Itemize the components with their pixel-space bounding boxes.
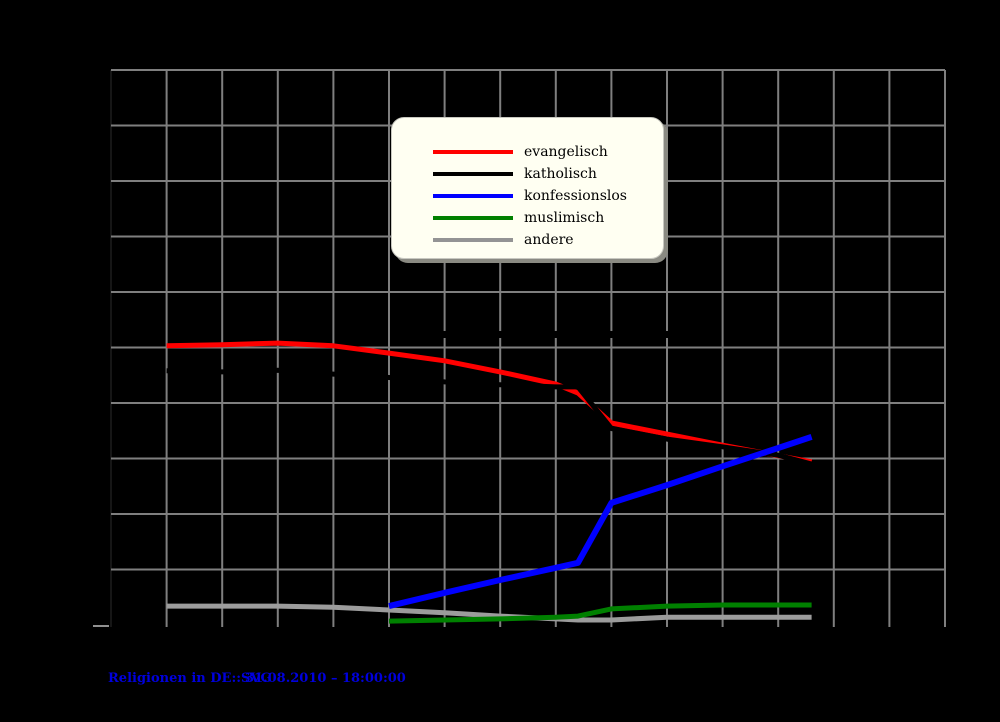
- legend-line-sample: [433, 238, 513, 242]
- legend-line-sample: [433, 194, 513, 198]
- legend-label: evangelisch: [524, 144, 608, 160]
- gridline-notch-artifact: [552, 331, 560, 338]
- legend-item-evangelisch: evangelisch: [392, 141, 663, 163]
- gridline-notch-artifact: [441, 331, 449, 338]
- legend-line-sample: [433, 216, 513, 220]
- chart-legend: evangelisch katholisch konfessionslos musli…: [391, 117, 664, 259]
- legend-label: konfessionslos: [524, 188, 627, 204]
- legend-item-andere: andere: [392, 229, 663, 251]
- footer-link-chart-title[interactable]: Religionen in DE::SVG: [108, 671, 272, 686]
- footer-link-timestamp[interactable]: 31.08.2010 – 18:00:00: [245, 671, 406, 686]
- legend-label: katholisch: [524, 166, 597, 182]
- y-axis-bottom-tick: [93, 625, 109, 627]
- series-line-muslimisch: [388, 602, 812, 624]
- legend-item-konfessionslos: konfessionslos: [392, 185, 663, 207]
- gridline-notch-artifact: [496, 331, 504, 338]
- legend-item-muslimisch: muslimisch: [392, 207, 663, 229]
- legend-line-sample: [433, 150, 513, 154]
- gridline-notch-artifact: [608, 331, 616, 338]
- series-line-katholisch: [166, 367, 813, 467]
- legend-label: andere: [524, 232, 574, 248]
- gridline-notch-artifact: [663, 331, 671, 338]
- legend-label: muslimisch: [524, 210, 605, 226]
- series-line-konfessionslos: [388, 434, 813, 610]
- legend-item-katholisch: katholisch: [392, 163, 663, 185]
- legend-line-sample: [433, 172, 513, 176]
